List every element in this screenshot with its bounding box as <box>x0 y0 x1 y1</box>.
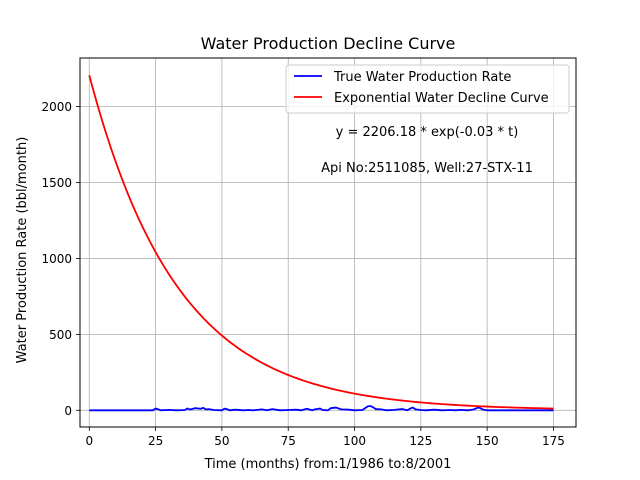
legend-box <box>285 64 570 114</box>
x-tick-label: 100 <box>343 434 366 448</box>
y-axis-ticks: 0 500 1000 1500 2000 <box>41 100 80 418</box>
well-annotation: Api No:2511085, Well:27-STX-11 <box>321 161 533 176</box>
x-tick-label: 50 <box>214 434 229 448</box>
x-axis-label: Time (months) from:1/1986 to:8/2001 <box>204 457 452 472</box>
y-tick-label: 1500 <box>41 176 72 190</box>
series-line-exponential-water-decline-curve <box>88 75 554 410</box>
y-axis-label: Water Production Rate (bbl/month) <box>15 137 30 364</box>
equation-annotation: y = 2206.18 * exp(-0.03 * t) <box>336 125 519 140</box>
x-tick-label: 0 <box>85 434 93 448</box>
y-tick-label: 2000 <box>41 100 72 114</box>
chart-title: Water Production Decline Curve <box>201 34 456 53</box>
x-tick-label: 150 <box>476 434 499 448</box>
plot-lines <box>88 75 554 412</box>
legend-label-true-rate: True Water Production Rate <box>333 70 511 85</box>
x-tick-label: 175 <box>542 434 565 448</box>
series-line-true-water-production-rate <box>89 405 554 412</box>
y-tick-label: 0 <box>64 404 72 418</box>
x-tick-label: 25 <box>148 434 163 448</box>
x-tick-label: 125 <box>409 434 432 448</box>
x-axis-ticks: 0 25 50 75 100 125 150 175 <box>85 427 565 448</box>
legend-label-decline-curve: Exponential Water Decline Curve <box>334 91 549 106</box>
x-tick-label: 75 <box>281 434 296 448</box>
y-tick-label: 500 <box>49 328 72 342</box>
y-tick-label: 1000 <box>41 252 72 266</box>
legend: True Water Production Rate Exponential W… <box>285 64 570 114</box>
plot-frame <box>79 57 577 428</box>
